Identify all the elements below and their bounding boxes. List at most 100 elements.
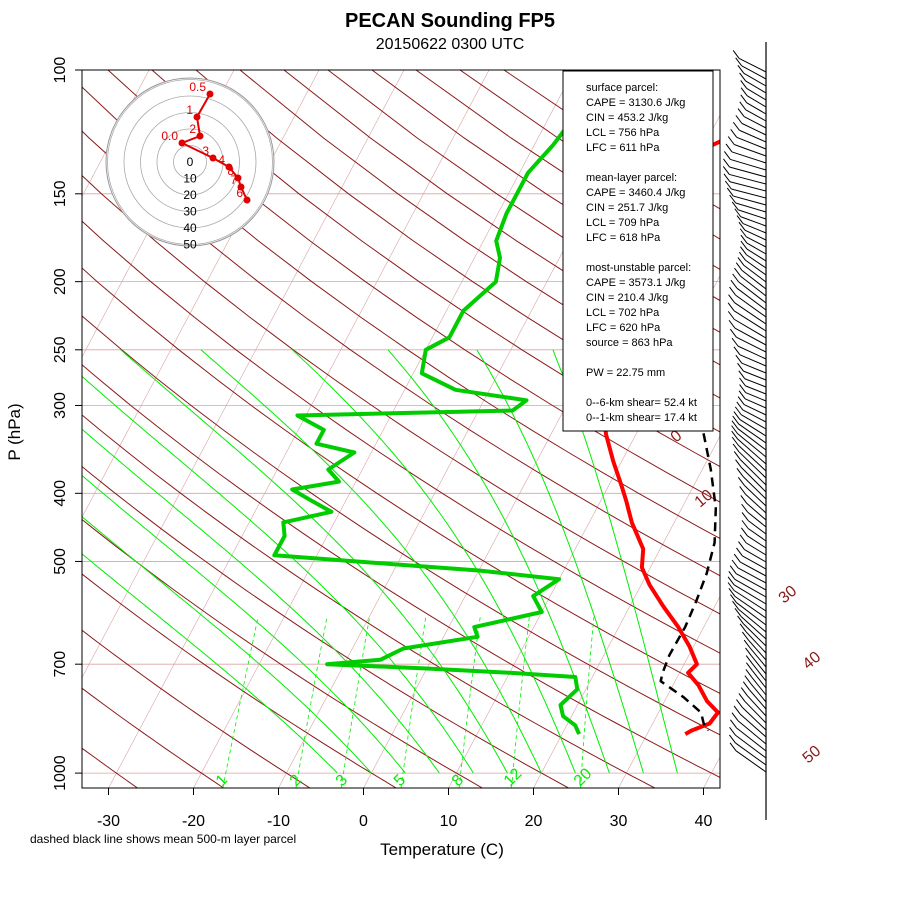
y-tick-label: 300 [52, 392, 69, 419]
wind-barb [745, 494, 767, 514]
hodograph-point [237, 183, 245, 191]
wind-barb-flag [741, 512, 749, 521]
wind-barb-flag [731, 436, 739, 446]
hodograph-point-label: 0.0 [161, 129, 178, 143]
wind-barb-flag [737, 396, 745, 405]
wind-barb-flag [735, 57, 743, 67]
wind-barb-flag [745, 662, 753, 671]
wind-barb-flag [731, 425, 738, 434]
wind-barb [737, 428, 767, 451]
wind-barb [730, 158, 767, 171]
wind-barb-flag [727, 582, 735, 591]
wind-barb [741, 414, 767, 430]
wind-barb [740, 615, 767, 640]
hodograph-point [243, 196, 251, 204]
wind-barb [751, 670, 767, 689]
wind-barb-flag [738, 370, 746, 380]
wind-barb-flag [731, 201, 739, 211]
wind-barb [733, 584, 767, 605]
wind-barb [738, 57, 767, 73]
stats-line: surface parcel: [586, 82, 658, 94]
hodograph-ring-label: 0 [187, 155, 194, 169]
wind-barb [739, 561, 767, 577]
wind-barb-flag [733, 451, 741, 460]
wind-barb [742, 555, 767, 570]
wind-barb [746, 236, 767, 248]
stats-line: LCL = 709 hPa [586, 217, 660, 229]
mixing-ratio-line [580, 617, 595, 788]
wind-barb-flag [739, 486, 747, 495]
wind-barb-flag [727, 576, 735, 586]
wind-barb-flag [728, 319, 736, 329]
hodograph-point-label: 2 [189, 122, 196, 136]
wind-barb [747, 520, 767, 535]
wind-barb-flag [737, 65, 745, 74]
chart-title: PECAN Sounding FP5 [345, 10, 555, 32]
dry-adiabat [82, 364, 720, 778]
wind-barb [735, 202, 767, 213]
wind-barb-flag [729, 734, 736, 744]
hodograph-point [234, 174, 242, 182]
wind-barb-flag [739, 228, 747, 238]
wind-barb-flag [738, 693, 746, 702]
wind-barb [743, 116, 767, 129]
wind-barb-flag [733, 346, 741, 356]
wind-barb [741, 65, 767, 80]
stats-line: 0--1-km shear= 17.4 kt [586, 412, 697, 424]
wind-barb [733, 590, 767, 612]
wind-barb [742, 223, 767, 234]
wind-barb [744, 549, 767, 563]
wind-barb [746, 695, 767, 717]
wind-barb [742, 707, 767, 731]
hodograph-point [193, 113, 201, 121]
parcel-stats-box: surface parcel: CAPE = 3130.6 J/kg CIN = 4… [562, 70, 714, 432]
wind-barb-flag [731, 337, 739, 347]
wind-barb-flag [728, 570, 736, 580]
wind-barb [742, 475, 767, 500]
mixing-ratio-label: 20 [571, 765, 596, 790]
wind-barb-flag [742, 681, 750, 690]
moist-adiabat [476, 349, 644, 774]
wind-barb [741, 362, 767, 374]
dry-adiabat [82, 573, 397, 788]
wind-barb-flag [737, 362, 744, 372]
wind-barb-flag [739, 384, 746, 393]
stats-line: PW = 22.75 mm [586, 367, 665, 379]
isotherm-line [874, 70, 900, 788]
wind-barb [735, 750, 767, 773]
hodograph-point-label: 7 [230, 173, 237, 187]
wind-barb-flag [741, 520, 749, 529]
hodograph-ring-label: 20 [183, 188, 197, 202]
wind-barb [750, 683, 767, 703]
wind-barb-flag [727, 311, 735, 320]
wind-barb [746, 102, 767, 115]
wind-barb-flag [740, 94, 748, 104]
wind-barb [746, 248, 767, 262]
hodograph-ring [123, 95, 257, 229]
wind-barbs [722, 42, 767, 820]
wind-barb-flag [730, 128, 738, 138]
mixing-ratio-line [222, 617, 259, 788]
wind-barb [733, 310, 767, 332]
dry-adiabat [82, 414, 655, 788]
wind-barb [744, 398, 767, 409]
wind-barb [745, 80, 767, 94]
wind-barb-flag [729, 286, 736, 296]
x-axis-label: Temperature (C) [380, 840, 504, 859]
wind-barb-flag [745, 655, 753, 664]
wind-barb [729, 181, 767, 192]
wind-barb [735, 573, 767, 591]
wind-barb [739, 354, 767, 367]
wind-barb [744, 701, 767, 724]
wind-barb-flag [736, 699, 743, 708]
moist-adiabat [120, 349, 508, 774]
wind-barb-flag [733, 411, 741, 420]
mixing-ratio-line [458, 617, 481, 788]
wind-barb-flag [723, 173, 731, 183]
stats-line: CIN = 453.2 J/kg [586, 112, 668, 124]
wind-barb [741, 122, 767, 136]
x-tick-label: -20 [182, 813, 205, 830]
wind-barb [729, 166, 767, 178]
wind-barb-flag [736, 401, 744, 411]
